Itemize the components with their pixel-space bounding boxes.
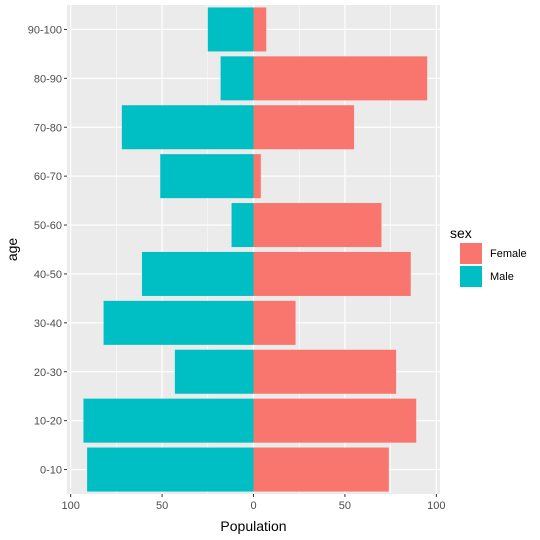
bar-female-40-50	[253, 251, 411, 296]
y-tick-label: 40-50	[34, 269, 62, 281]
y-tick-label: 80-90	[34, 73, 62, 85]
legend-entries: Female Male	[460, 243, 527, 287]
x-axis: 100 50 0 50 100	[61, 494, 446, 512]
y-tick-label: 60-70	[34, 171, 62, 183]
y-tick-label: 50-60	[34, 220, 62, 232]
legend-key-female	[460, 243, 482, 264]
bar-female-90-100	[253, 7, 267, 52]
x-axis-title: Population	[220, 518, 286, 534]
bars	[83, 7, 428, 492]
y-tick-label: 90-100	[28, 24, 62, 36]
legend: sex Female Male	[450, 225, 527, 287]
legend-label-female: Female	[490, 248, 527, 260]
x-tick-label: 50	[156, 500, 168, 512]
bar-male-70-80	[121, 105, 254, 150]
y-tick-label: 20-30	[34, 367, 62, 379]
bar-male-80-90	[220, 56, 254, 101]
legend-key-male	[460, 266, 482, 287]
bar-female-50-60	[253, 203, 382, 248]
y-axis-title: age	[4, 238, 20, 262]
bar-male-90-100	[207, 7, 254, 52]
bar-female-80-90	[253, 56, 428, 101]
bar-male-60-70	[160, 154, 254, 199]
y-tick-label: 70-80	[34, 122, 62, 134]
bar-female-0-10	[253, 447, 389, 492]
bar-female-20-30	[253, 349, 397, 394]
y-tick-label: 30-40	[34, 318, 62, 330]
x-tick-label: 100	[427, 500, 445, 512]
bar-female-10-20	[253, 398, 417, 443]
bar-male-30-40	[103, 300, 254, 345]
legend-label-male: Male	[490, 271, 514, 283]
y-tick-label: 10-20	[34, 416, 62, 428]
x-tick-label: 100	[61, 500, 79, 512]
bar-female-60-70	[253, 154, 261, 199]
bar-female-70-80	[253, 105, 355, 150]
bar-male-10-20	[83, 398, 254, 443]
x-tick-label: 50	[339, 500, 351, 512]
y-axis: 0-10 10-20 20-30 30-40 40-50 50-60 60-70 70-80 8…	[28, 24, 67, 477]
bar-male-20-30	[174, 349, 254, 394]
bar-male-40-50	[141, 251, 254, 296]
legend-title: sex	[450, 225, 472, 241]
bar-male-50-60	[231, 203, 254, 248]
bar-male-0-10	[87, 447, 254, 492]
x-tick-label: 0	[250, 500, 256, 512]
bar-female-30-40	[253, 300, 296, 345]
y-tick-label: 0-10	[40, 465, 62, 477]
